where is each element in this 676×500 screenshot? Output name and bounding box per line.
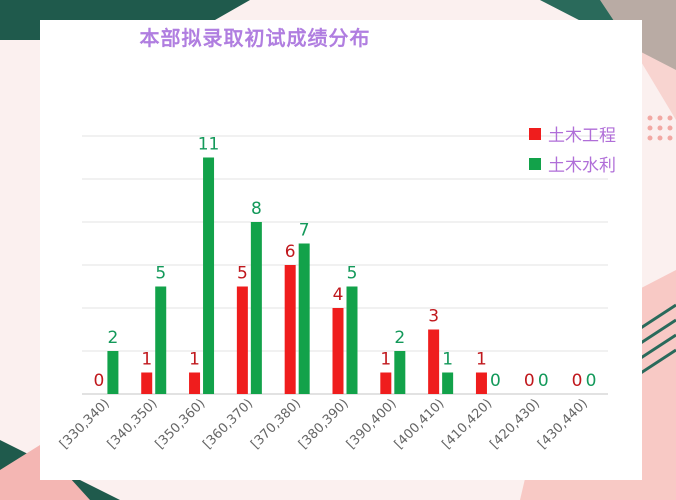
- x-tick-label: [410,420): [439, 396, 495, 452]
- pink-top-right-shape: [600, 0, 676, 120]
- x-tick-label: [370,380): [248, 396, 304, 452]
- data-label-civil-water: 8: [251, 199, 262, 219]
- chart-card: [40, 20, 642, 480]
- legend-label-civil-engineering: 土木工程: [548, 126, 616, 146]
- data-label-civil-water: 11: [198, 135, 220, 155]
- bar-civil-engineering: [189, 372, 201, 394]
- bar-civil-engineering: [141, 372, 153, 394]
- chart-title: 本部拟录取初试成绩分布: [139, 26, 371, 50]
- x-tick-label: [360,370): [200, 396, 256, 452]
- data-label-civil-water: 5: [155, 264, 166, 284]
- bar-civil-engineering: [475, 372, 487, 394]
- x-tick-label: [430,440): [535, 396, 591, 452]
- data-label-civil-water: 1: [442, 350, 453, 370]
- legend-swatch-civil-engineering: [529, 128, 541, 140]
- data-label-civil-engineering: 1: [476, 350, 487, 370]
- bar-civil-engineering: [284, 265, 296, 394]
- data-label-civil-water: 0: [538, 371, 549, 391]
- data-label-civil-engineering: 0: [524, 371, 535, 391]
- data-label-civil-engineering: 3: [428, 307, 439, 327]
- x-tick-label: [420,430): [487, 396, 543, 452]
- data-label-civil-engineering: 0: [572, 371, 583, 391]
- bar-civil-water: [346, 286, 358, 394]
- x-tick-label: [330,340): [57, 396, 113, 452]
- legend-label-civil-water: 土木水利: [548, 156, 616, 176]
- bar-civil-water: [394, 351, 406, 394]
- x-tick-label: [350,360): [153, 396, 209, 452]
- data-label-civil-engineering: 5: [237, 264, 248, 284]
- bar-layer: [107, 157, 487, 394]
- data-label-civil-engineering: 0: [93, 371, 104, 391]
- bar-civil-water: [298, 243, 310, 394]
- data-label-civil-engineering: 6: [285, 242, 296, 262]
- bar-civil-engineering: [380, 372, 392, 394]
- x-tick-layer: [330,340)[340,350)[350,360)[360,370)[370…: [57, 396, 591, 452]
- dot-pattern: [647, 115, 673, 141]
- data-label-civil-engineering: 1: [189, 350, 200, 370]
- data-label-civil-water: 5: [347, 264, 358, 284]
- bar-civil-water: [107, 351, 119, 394]
- x-tick-label: [380,390): [296, 396, 352, 452]
- data-label-civil-engineering: 1: [380, 350, 391, 370]
- data-label-civil-water: 2: [107, 328, 118, 348]
- bar-civil-water: [155, 286, 167, 394]
- x-tick-label: [340,350): [105, 396, 161, 452]
- bar-civil-engineering: [236, 286, 248, 394]
- bar-civil-engineering: [332, 308, 344, 394]
- data-label-civil-water: 2: [394, 328, 405, 348]
- data-label-civil-water: 0: [490, 371, 501, 391]
- bar-civil-water: [203, 157, 215, 394]
- data-label-civil-water: 7: [299, 221, 310, 241]
- legend: 土木工程 土木水利: [529, 126, 616, 176]
- x-tick-label: [390,400): [344, 396, 400, 452]
- grid-layer: [82, 135, 608, 395]
- x-tick-label: [400,410): [392, 396, 448, 452]
- bar-civil-water: [250, 222, 262, 394]
- legend-swatch-civil-water: [529, 158, 541, 170]
- bar-civil-engineering: [428, 329, 440, 394]
- data-label-civil-water: 0: [586, 371, 597, 391]
- data-label-civil-engineering: 4: [333, 285, 344, 305]
- data-label-civil-engineering: 1: [141, 350, 152, 370]
- bar-civil-water: [442, 372, 454, 394]
